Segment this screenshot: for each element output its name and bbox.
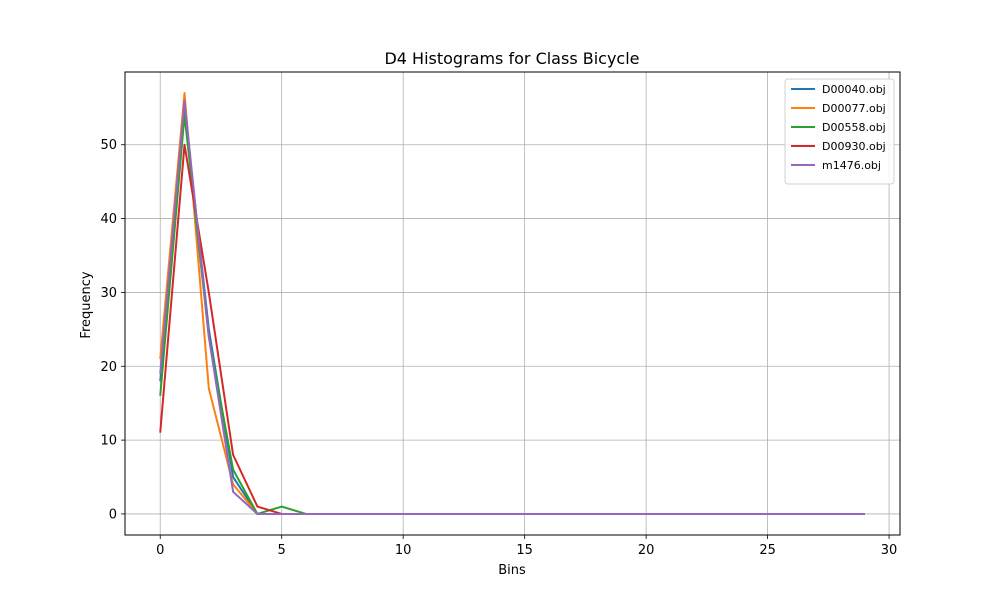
y-axis-label: Frequency	[79, 271, 94, 338]
grid	[125, 72, 900, 535]
plot-frame	[124, 71, 901, 536]
series-line-1	[159, 106, 865, 515]
legend-label: D00930.obj	[822, 140, 886, 153]
y-tick-label: 10	[100, 434, 117, 449]
x-tick-label: 15	[516, 543, 533, 558]
x-tick-label: 5	[278, 543, 286, 558]
series-lines	[159, 92, 865, 515]
x-tick-label: 0	[156, 543, 164, 558]
series-line-3	[159, 114, 865, 515]
legend-label: D00558.obj	[822, 121, 886, 134]
y-tick-label: 30	[100, 286, 117, 301]
legend-box	[784, 78, 895, 185]
chart-title: D4 Histograms for Class Bicycle	[384, 49, 639, 68]
y-tick-label: 40	[100, 212, 117, 227]
x-tick-label: 10	[395, 543, 412, 558]
y-tick-label: 0	[109, 507, 117, 522]
series-line-4	[159, 143, 865, 515]
legend-label: D00077.obj	[822, 102, 886, 115]
axis-ticks: 0 5 10 15 20 25 30 0 10 20 30 40 50	[100, 138, 897, 558]
series-line-5	[159, 99, 865, 515]
x-axis-label: Bins	[498, 563, 526, 578]
x-tick-label: 30	[881, 543, 898, 558]
y-tick-label: 20	[100, 360, 117, 375]
legend: D00040.obj D00077.obj D00558.obj D00930.obj…	[784, 78, 895, 185]
y-tick-label: 50	[100, 138, 117, 153]
x-tick-label: 25	[759, 543, 776, 558]
series-line-2	[159, 92, 865, 515]
legend-label: D00040.obj	[822, 83, 886, 96]
x-tick-label: 20	[638, 543, 655, 558]
legend-label: m1476.obj	[822, 159, 881, 172]
